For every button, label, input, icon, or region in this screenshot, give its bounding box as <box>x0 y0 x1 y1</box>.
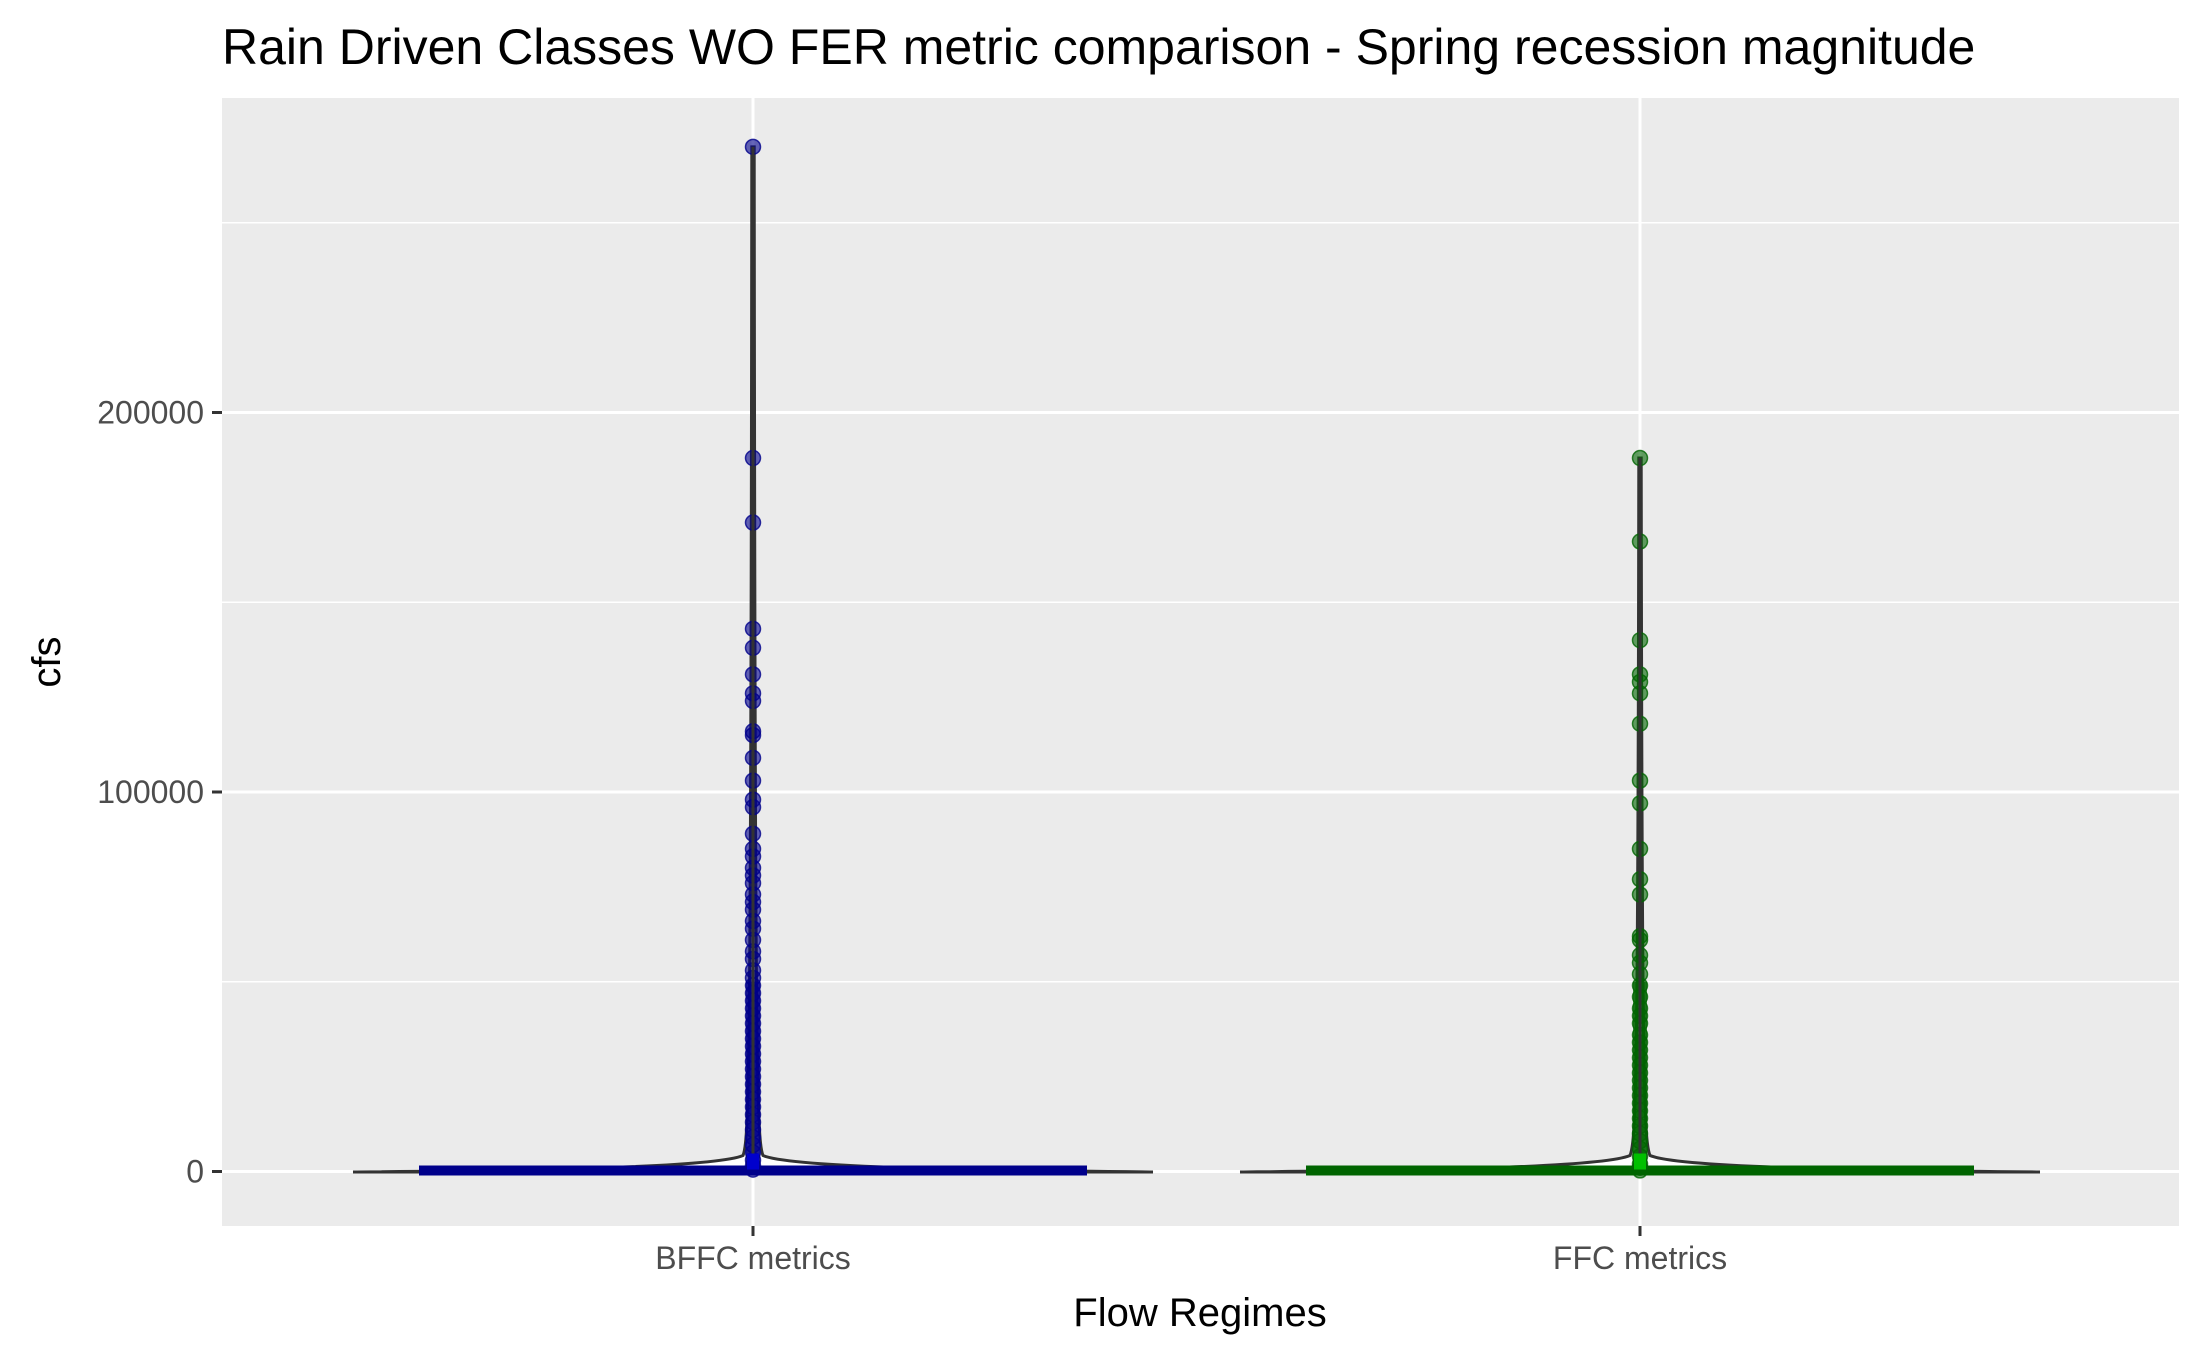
x-tick-label: FFC metrics <box>1553 1240 1727 1276</box>
boxes <box>419 146 1974 1176</box>
y-tick-label: 0 <box>186 1154 204 1190</box>
chart-title: Rain Driven Classes WO FER metric compar… <box>222 19 1975 75</box>
x-axis: BFFC metrics FFC metrics <box>655 1226 1727 1276</box>
y-axis-title: cfs <box>25 636 69 687</box>
x-tick-label: BFFC metrics <box>655 1240 851 1276</box>
y-tick-label: 200000 <box>97 395 204 431</box>
box-median-marker <box>1634 1153 1646 1170</box>
grid-minor <box>222 222 2179 983</box>
x-axis-title: Flow Regimes <box>1073 1291 1326 1335</box>
plot-panel <box>222 98 2179 1226</box>
y-axis: 0 100000 200000 <box>97 395 222 1190</box>
y-tick-label: 100000 <box>97 774 204 810</box>
box-median-marker <box>747 1153 759 1170</box>
